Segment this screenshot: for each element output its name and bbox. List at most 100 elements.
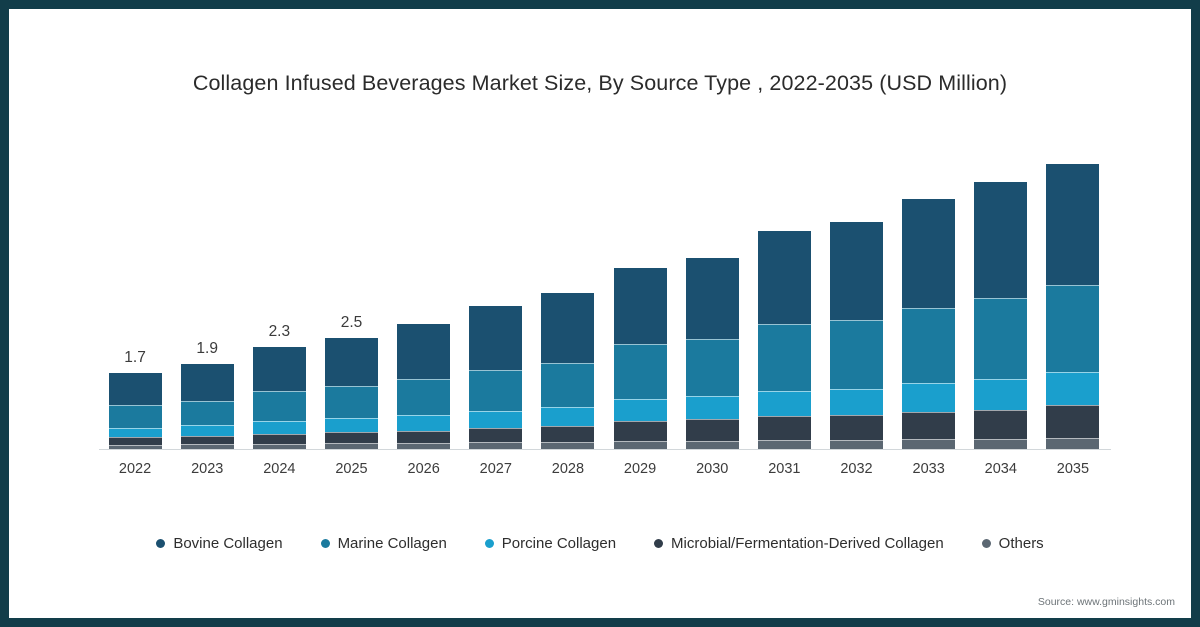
bar-2026[interactable] bbox=[397, 324, 451, 449]
x-axis-tick-2027: 2027 bbox=[479, 461, 512, 477]
bar-segment bbox=[325, 337, 378, 386]
legend-label: Microbial/Fermentation-Derived Collagen bbox=[671, 535, 944, 552]
bar-segment bbox=[180, 444, 234, 449]
x-axis-tick-2029: 2029 bbox=[623, 461, 657, 477]
bar-segment bbox=[541, 293, 595, 363]
legend-swatch-icon bbox=[320, 539, 330, 548]
legend-item-2[interactable]: Porcine Collagen bbox=[484, 535, 617, 552]
bar-segment bbox=[108, 427, 162, 438]
bar-segment bbox=[685, 338, 739, 396]
bar-2025[interactable]: 2.5 bbox=[325, 314, 378, 449]
bar-segment bbox=[469, 428, 523, 443]
page-title: Collagen Infused Beverages Market Size, … bbox=[192, 71, 1008, 95]
bar-segment bbox=[974, 181, 1028, 299]
bar-segment bbox=[902, 199, 956, 308]
chart-canvas: Collagen Infused Beverages Market Size, … bbox=[9, 9, 1191, 618]
bar-value-label: 1.7 bbox=[124, 349, 146, 367]
legend-item-4[interactable]: Others bbox=[981, 535, 1044, 552]
bar-segment bbox=[325, 432, 378, 444]
x-axis-tick-2022: 2022 bbox=[118, 461, 152, 477]
legend-item-0[interactable]: Bovine Collagen bbox=[156, 535, 283, 552]
bar-segment bbox=[180, 400, 234, 426]
bar-segment bbox=[1046, 285, 1100, 372]
bar-segment bbox=[685, 419, 739, 441]
legend-swatch-icon bbox=[484, 539, 494, 548]
bar-segment bbox=[541, 441, 595, 449]
bar-2031[interactable] bbox=[757, 230, 811, 449]
bar-segment bbox=[1046, 404, 1100, 438]
bar-segment bbox=[469, 370, 523, 411]
bar-segment bbox=[108, 405, 162, 428]
x-axis: 2022 2023 2024 2025 2026 2027 2028 2029 2030 2031… bbox=[99, 461, 1109, 483]
bar-segment bbox=[252, 420, 306, 434]
legend-swatch-icon bbox=[981, 539, 991, 548]
bar-2033[interactable] bbox=[902, 199, 956, 449]
bar-segment bbox=[613, 344, 667, 399]
bar-2027[interactable] bbox=[469, 306, 523, 449]
bar-2022[interactable]: 1.7 bbox=[108, 349, 162, 449]
bar-2024[interactable]: 2.3 bbox=[252, 323, 306, 449]
chart-legend: Bovine Collagen Marine Collagen Porcine Co… bbox=[9, 535, 1191, 552]
x-axis-tick-2034: 2034 bbox=[984, 461, 1017, 477]
bar-segment bbox=[397, 430, 451, 443]
x-axis-tick-2031: 2031 bbox=[768, 461, 801, 477]
bar-2023[interactable]: 1.9 bbox=[180, 340, 234, 449]
bar-segment bbox=[685, 257, 739, 339]
bar-value-label: 1.9 bbox=[196, 340, 218, 358]
bar-2030[interactable] bbox=[685, 257, 739, 449]
bar-segment bbox=[541, 407, 595, 427]
bar-segment bbox=[613, 440, 667, 449]
bar-segment bbox=[974, 409, 1028, 439]
bar-segment bbox=[1046, 163, 1100, 286]
bar-segment bbox=[757, 230, 811, 325]
bar-segment bbox=[613, 420, 667, 441]
bar-segment bbox=[397, 414, 451, 431]
bar-2032[interactable] bbox=[830, 221, 883, 449]
bar-2029[interactable] bbox=[613, 266, 667, 449]
bar-segment bbox=[974, 378, 1028, 410]
legend-item-1[interactable]: Marine Collagen bbox=[320, 535, 447, 552]
x-axis-tick-2030: 2030 bbox=[696, 461, 729, 477]
bar-segment bbox=[830, 415, 883, 440]
bar-segment bbox=[252, 443, 306, 449]
bar-segment bbox=[902, 439, 956, 449]
bar-segment bbox=[757, 416, 811, 441]
bar-segment bbox=[613, 267, 667, 345]
legend-label: Others bbox=[998, 535, 1044, 552]
x-axis-tick-2023: 2023 bbox=[191, 461, 224, 477]
x-axis-tick-2033: 2033 bbox=[912, 461, 945, 477]
bar-segment bbox=[974, 298, 1028, 379]
bar-segment bbox=[397, 378, 451, 415]
bar-segment bbox=[685, 395, 739, 420]
bar-segment bbox=[180, 436, 234, 445]
source-attribution: Source: www.gminsights.com bbox=[1037, 596, 1175, 608]
bar-segment bbox=[469, 410, 523, 429]
bar-segment bbox=[974, 438, 1028, 449]
x-axis-tick-2028: 2028 bbox=[551, 461, 585, 477]
bar-segment bbox=[757, 324, 811, 391]
bar-segment bbox=[325, 385, 378, 419]
bar-segment bbox=[180, 364, 234, 401]
bar-segment bbox=[830, 388, 883, 415]
bar-2034[interactable] bbox=[974, 181, 1028, 449]
legend-item-3[interactable]: Microbial/Fermentation-Derived Collagen bbox=[654, 535, 944, 552]
x-axis-tick-2025: 2025 bbox=[335, 461, 368, 477]
legend-label: Porcine Collagen bbox=[501, 535, 617, 552]
bar-segment bbox=[613, 398, 667, 421]
bar-segment bbox=[685, 440, 739, 449]
legend-label: Marine Collagen bbox=[337, 535, 447, 552]
legend-label: Bovine Collagen bbox=[173, 535, 283, 552]
bar-segment bbox=[469, 442, 523, 449]
bar-2035[interactable] bbox=[1046, 163, 1100, 449]
x-axis-tick-2032: 2032 bbox=[840, 461, 873, 477]
bar-segment bbox=[108, 437, 162, 445]
bar-segment bbox=[469, 306, 523, 371]
bar-segment bbox=[397, 442, 451, 449]
bar-segment bbox=[541, 362, 595, 407]
bar-value-label: 2.5 bbox=[340, 313, 363, 331]
bar-segment bbox=[541, 426, 595, 442]
bar-segment bbox=[757, 390, 811, 417]
bar-segment bbox=[252, 346, 306, 391]
bar-2028[interactable] bbox=[541, 293, 595, 449]
